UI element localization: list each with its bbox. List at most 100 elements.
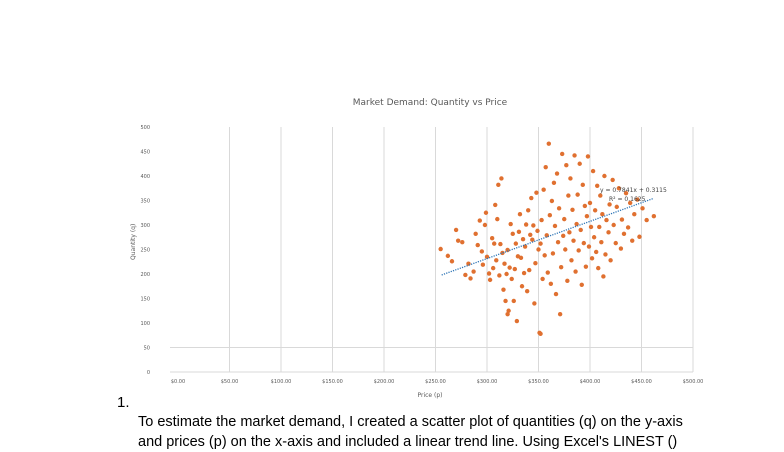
data-point <box>523 222 529 227</box>
data-point <box>546 141 551 146</box>
data-point <box>477 218 482 223</box>
plot-area: 0 50 100 150 200 250 300 350 400 450 500 $0.00 $50.0… <box>140 125 704 385</box>
data-point <box>505 247 510 253</box>
data-point <box>621 231 627 237</box>
data-point <box>541 187 546 192</box>
data-point <box>501 287 506 292</box>
data-point <box>558 264 564 270</box>
data-point <box>603 252 608 257</box>
data-point <box>495 216 500 222</box>
data-point <box>591 235 597 240</box>
data-point <box>555 239 561 245</box>
data-point <box>530 237 535 242</box>
data-point <box>610 177 615 183</box>
data-point <box>586 244 592 249</box>
y-tick-label: 250 <box>140 248 150 254</box>
data-point <box>580 182 585 188</box>
trendline <box>441 197 655 276</box>
x-tick-label: $500.00 <box>683 379 704 385</box>
data-point <box>496 182 501 188</box>
data-point <box>616 186 622 191</box>
data-point <box>553 291 559 297</box>
data-point <box>521 270 527 276</box>
data-point <box>490 265 496 271</box>
data-point <box>599 239 604 245</box>
data-point <box>528 232 533 237</box>
y-tick-label: 450 <box>140 150 150 156</box>
data-point <box>507 265 512 270</box>
data-point <box>554 171 560 176</box>
data-point <box>498 241 503 247</box>
data-point <box>455 238 461 243</box>
data-point <box>640 206 645 211</box>
data-point <box>581 240 587 246</box>
data-point <box>611 222 616 228</box>
data-point <box>550 251 556 256</box>
data-point <box>526 208 531 213</box>
data-point <box>625 225 631 230</box>
data-point <box>614 204 619 210</box>
data-point <box>486 271 492 276</box>
data-point <box>577 161 582 166</box>
x-tick-label: $50.00 <box>221 379 239 385</box>
x-tick-label: $100.00 <box>271 379 292 385</box>
chart-title: Market Demand: Quantity vs Price <box>352 98 508 108</box>
data-point <box>601 274 606 279</box>
y-tick-label: 0 <box>147 370 150 376</box>
y-tick-label: 350 <box>140 199 150 205</box>
x-tick-label: $450.00 <box>631 379 652 385</box>
data-point <box>504 271 509 277</box>
data-point <box>644 217 649 223</box>
data-point <box>578 227 583 233</box>
data-point <box>487 277 493 283</box>
data-point <box>573 269 578 274</box>
data-point <box>589 256 595 261</box>
data-point <box>517 212 523 217</box>
data-point <box>619 217 625 222</box>
data-point <box>471 269 476 274</box>
x-tick-label: $0.00 <box>171 379 185 385</box>
data-point <box>559 151 565 157</box>
data-point <box>632 212 637 217</box>
body-paragraph: To estimate the market demand, I created… <box>138 412 778 452</box>
data-point <box>585 154 591 159</box>
data-point <box>543 164 548 170</box>
data-point <box>600 212 605 217</box>
data-point <box>473 231 478 237</box>
data-point <box>527 267 532 273</box>
data-point <box>570 207 575 213</box>
data-point <box>587 200 593 206</box>
data-point <box>627 200 633 206</box>
data-point <box>492 241 497 246</box>
data-point <box>534 190 539 195</box>
data-point <box>567 230 572 235</box>
data-point <box>551 180 557 186</box>
scatter-chart: Market Demand: Quantity vs Price Quantit… <box>130 98 704 399</box>
data-point <box>575 192 580 197</box>
data-point <box>595 183 600 188</box>
data-point <box>637 234 642 239</box>
data-point <box>483 210 489 215</box>
data-point <box>545 270 550 275</box>
data-point <box>651 213 657 219</box>
data-point <box>514 318 520 324</box>
data-point <box>453 227 459 233</box>
data-point <box>506 308 511 313</box>
data-point <box>531 223 536 228</box>
data-point <box>571 238 576 243</box>
data-point <box>513 241 519 246</box>
data-point <box>606 230 611 235</box>
data-point <box>565 278 570 284</box>
data-point <box>532 301 537 306</box>
data-point <box>598 193 603 198</box>
data-point <box>604 217 609 223</box>
data-point <box>562 216 567 222</box>
data-point <box>475 242 480 248</box>
data-point <box>480 262 486 267</box>
data-point <box>539 217 544 223</box>
y-tick-label: 200 <box>140 272 150 278</box>
data-point <box>576 248 581 253</box>
data-point <box>564 163 569 168</box>
data-point <box>572 153 577 158</box>
y-tick-label: 50 <box>144 346 150 352</box>
